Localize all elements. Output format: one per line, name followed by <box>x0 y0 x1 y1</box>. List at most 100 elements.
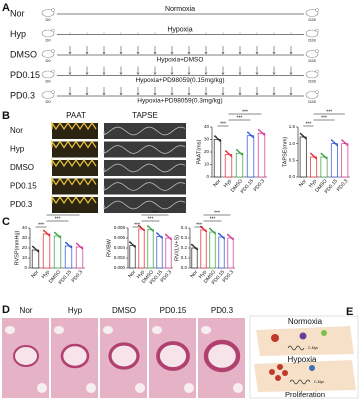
dot <box>227 152 230 155</box>
dot <box>237 150 240 152</box>
dot <box>168 237 171 240</box>
sig-label: *** <box>210 216 216 222</box>
bar <box>235 152 244 178</box>
y-tick-label: 10 <box>204 162 210 167</box>
dot <box>79 246 82 249</box>
day-label: D0 <box>45 79 51 84</box>
group-label: DMSO <box>10 49 37 59</box>
dot <box>250 135 253 137</box>
dot <box>33 246 36 249</box>
alveolus <box>86 383 96 393</box>
dot <box>215 136 218 139</box>
mmode-image <box>104 178 186 195</box>
bar <box>257 132 266 178</box>
mouse-ear <box>315 90 319 94</box>
dot <box>259 130 262 132</box>
dot <box>230 155 233 157</box>
sig-label: *** <box>148 216 154 222</box>
condition-label: Hypoxia+PD98059(0.15mg/kg) <box>135 77 224 84</box>
cell <box>299 332 307 340</box>
bar <box>246 135 255 178</box>
arrow-head <box>170 51 174 55</box>
dot <box>132 244 135 247</box>
arrow-head <box>221 51 225 55</box>
dot <box>76 242 78 245</box>
dot <box>315 157 318 160</box>
dot <box>56 234 59 236</box>
dot <box>232 238 235 241</box>
dot <box>35 249 38 252</box>
y-tick-label: 0.2 <box>181 245 188 250</box>
y-tick-label: 0.000 <box>114 265 126 270</box>
y-tick-label: 20 <box>204 149 210 154</box>
dot <box>236 148 238 151</box>
dot <box>345 142 347 145</box>
dot <box>32 245 34 248</box>
bar <box>209 231 216 269</box>
y-tick-label: 0.008 <box>114 225 126 230</box>
state-label: Normoxia <box>288 317 323 326</box>
alveolus <box>54 326 64 334</box>
dot <box>143 229 146 232</box>
bar <box>31 249 40 269</box>
sig-label: *** <box>38 222 44 228</box>
dot <box>48 234 50 237</box>
x-tick-label: Nor <box>127 269 137 279</box>
dot <box>193 246 196 248</box>
gene-label: C-Myc <box>314 380 324 384</box>
mouse-icon <box>41 29 55 38</box>
alveolus <box>103 326 113 334</box>
arrow-head <box>187 92 191 96</box>
cell <box>277 364 283 370</box>
mouse-icon <box>305 29 319 38</box>
alveolus <box>37 383 47 393</box>
dot <box>138 224 140 227</box>
arrow-head <box>85 51 89 55</box>
mouse-icon <box>41 9 55 17</box>
dot <box>342 140 345 143</box>
cell <box>269 369 275 375</box>
mouse-icon <box>305 9 319 17</box>
state-label: Hypoxia <box>288 355 317 364</box>
arrow-head <box>221 72 225 75</box>
cell <box>309 365 315 371</box>
dot <box>219 233 222 236</box>
dot <box>239 152 242 155</box>
y-tick-label: 0.0 <box>181 265 188 270</box>
arrow-head <box>136 72 140 75</box>
bar <box>147 229 154 269</box>
cell <box>271 334 279 342</box>
mouse-ear <box>51 28 55 33</box>
dot <box>301 133 303 136</box>
dot <box>59 236 61 239</box>
dot <box>77 243 80 246</box>
cell <box>275 375 281 381</box>
image-label: PD0.3 <box>211 306 234 315</box>
day-label: D0 <box>45 58 51 63</box>
outcome-label: Proliferation <box>285 390 325 399</box>
arrow-head <box>170 72 174 75</box>
dot <box>304 137 307 140</box>
mmode-trace <box>103 163 186 173</box>
dot <box>230 237 233 240</box>
mouse-icon <box>305 91 319 99</box>
y-tick-label: 30 <box>22 235 28 240</box>
dot <box>196 248 199 251</box>
dot <box>170 238 173 241</box>
dot <box>159 235 162 238</box>
panel-label: D <box>2 304 10 316</box>
arrow-head <box>255 51 259 55</box>
y-tick-label: 0.004 <box>114 245 126 250</box>
dot <box>260 131 263 134</box>
dot <box>241 153 244 156</box>
y-tick-label: 0 <box>206 174 209 179</box>
panel-label: B <box>2 110 10 122</box>
dot <box>323 155 325 157</box>
cell-plane <box>256 326 354 356</box>
dot <box>211 230 214 232</box>
bar <box>320 156 328 178</box>
dot <box>333 141 336 144</box>
sig-label: *** <box>220 121 226 127</box>
image-label: PD0.15 <box>160 306 187 315</box>
sig-label: *** <box>152 210 158 216</box>
